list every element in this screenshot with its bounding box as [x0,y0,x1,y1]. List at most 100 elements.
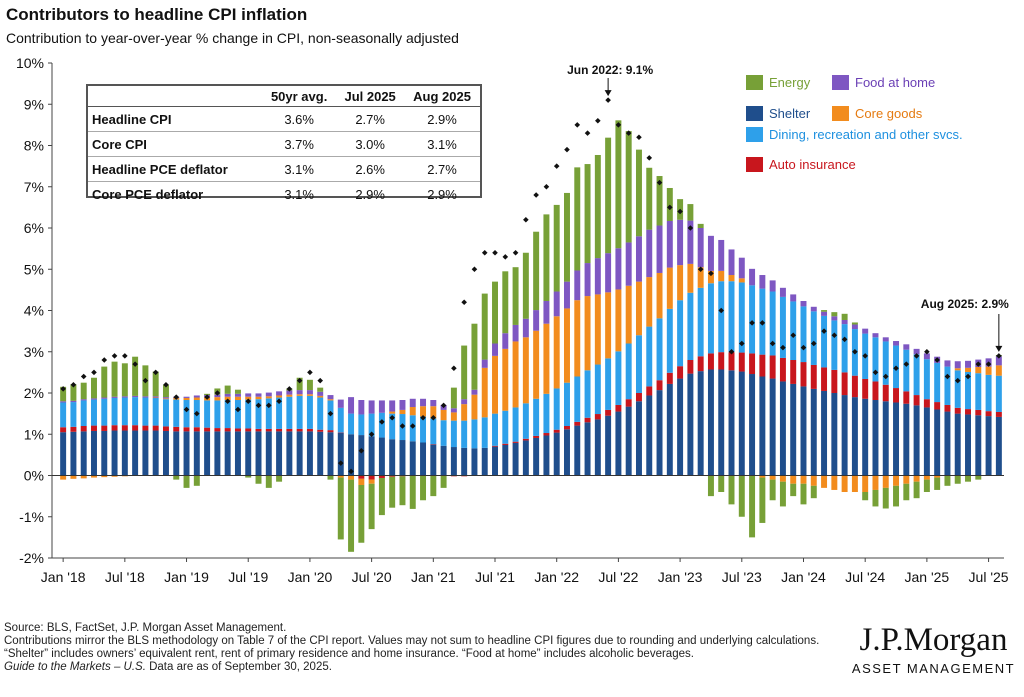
bar-segment [749,353,756,375]
bar-segment [142,430,149,476]
headline-cpi-marker [183,406,190,413]
bar-segment [697,356,704,372]
bar-segment [70,402,77,427]
headline-cpi-marker [595,117,601,124]
bar-segment [985,411,992,417]
headline-cpi-marker [327,410,334,417]
headline-cpi-marker [697,266,704,273]
bar-segment [759,275,766,289]
bar-segment [327,399,334,401]
bar-segment [574,167,581,271]
bar-segment [430,444,437,445]
bar-segment [728,281,735,353]
bar-segment [615,289,622,352]
bar-segment [677,300,684,367]
table-cell: 3.7% [262,131,337,157]
bar-segment [677,219,684,266]
headline-cpi-marker [882,373,889,380]
bar-segment [718,475,725,492]
bar-segment [502,271,509,334]
headline-cpi-marker [492,249,498,256]
table-cell: 2.7% [336,106,405,132]
headline-cpi-marker [122,353,128,359]
bar-segment [348,475,355,480]
headline-cpi-marker [80,373,87,380]
bar-segment [348,479,355,552]
bar-segment [738,371,745,476]
bar-segment [296,395,303,429]
legend-item-energy: Energy [746,75,810,90]
bar-segment [913,348,920,355]
date-note: Guide to the Markets – U.S. Data are as … [4,661,844,674]
x-tick-label: Jan '20 [288,569,333,585]
headline-cpi-marker [564,146,570,153]
bar-segment [666,372,673,384]
bar-segment [471,394,478,420]
bar-segment [450,408,457,413]
bar-segment [851,475,858,492]
bar-segment [533,435,540,438]
bar-segment [481,359,488,368]
bar-segment [450,387,457,409]
headline-cpi-marker [965,373,971,380]
bar-segment [985,374,992,412]
bar-segment [687,263,694,293]
bar-segment [450,412,457,421]
bar-segment [461,399,468,405]
bar-segment [687,220,694,264]
bar-segment [142,425,149,431]
bar-segment [975,367,982,374]
bar-segment [738,278,745,283]
bar-segment [481,367,488,418]
legend-label: Energy [769,75,811,90]
bar-segment [995,411,1002,417]
bar-segment [810,306,817,312]
headline-cpi-marker [862,353,868,359]
bar-segment [954,475,961,484]
bar-segment [605,253,612,293]
headline-cpi-marker [430,414,437,421]
bar-segment [635,149,642,237]
bar-segment [296,394,303,396]
headline-cpi-marker [574,122,581,128]
bar-segment [461,404,468,421]
bar-segment [553,429,560,433]
bar-segment [409,407,416,416]
bar-segment [995,365,1002,376]
bar-segment [954,413,961,476]
bar-segment [276,391,283,396]
bar-segment [111,425,118,431]
bar-segment [728,249,735,276]
y-tick-label: 5% [24,261,44,277]
legend-swatch [746,127,763,142]
bar-segment [91,398,97,400]
bar-segment [162,430,169,476]
bar-segment [944,411,951,476]
y-tick-label: -1% [19,509,44,525]
bar-segment [923,359,930,400]
bar-segment [718,369,725,476]
y-tick-label: 10% [16,55,44,71]
bar-segment [255,428,262,432]
bar-segment [718,270,725,282]
bar-segment [553,204,560,292]
bar-segment [821,311,828,316]
bar-segment [152,425,159,431]
bar-segment [193,397,200,401]
headline-cpi-marker [718,307,725,314]
headline-cpi-marker [625,130,632,136]
bar-segment [934,409,941,476]
bar-segment [430,406,437,419]
bar-segment [80,431,87,476]
bar-segment [913,475,920,482]
headline-cpi-marker [512,249,519,256]
bar-segment [337,399,344,408]
bar-segment [70,431,77,476]
table-cell: 3.0% [336,131,405,157]
bar-segment [162,384,169,398]
bar-segment [286,390,293,395]
bar-segment [635,281,642,336]
bar-segment [204,427,211,432]
table-cell: 2.9% [427,186,457,202]
table-cell: 2.9% [404,106,480,132]
